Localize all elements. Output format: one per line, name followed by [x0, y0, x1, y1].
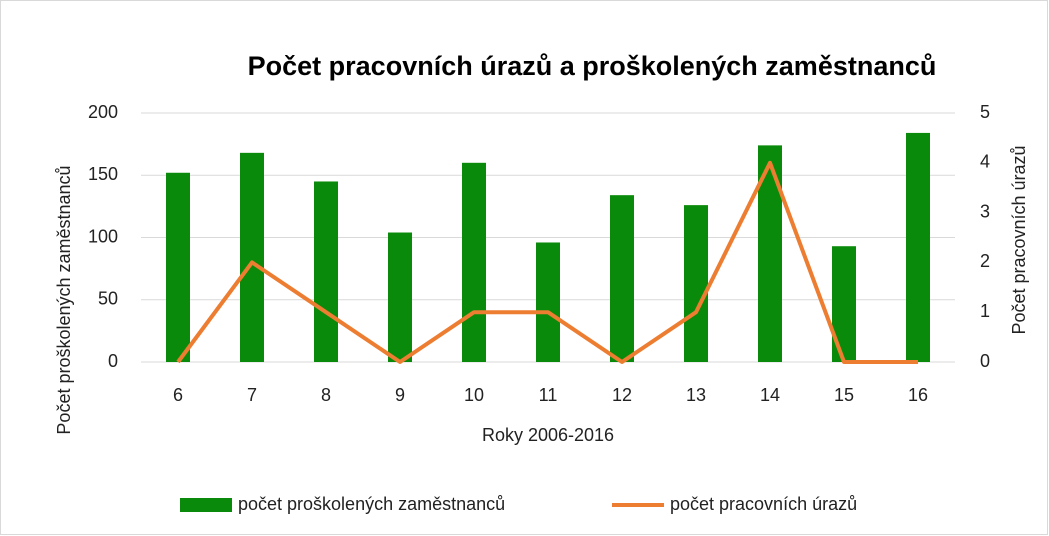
y-axis-label: Počet proškolených zaměstnanců — [54, 165, 74, 434]
y2-tick-label: 0 — [980, 351, 990, 371]
bar — [462, 162, 486, 362]
bar — [610, 195, 634, 362]
x-tick-label: 13 — [686, 385, 706, 405]
y-tick-label: 50 — [98, 289, 118, 309]
bar — [314, 181, 338, 362]
x-axis-label: Roky 2006-2016 — [482, 425, 614, 445]
y2-axis-label: Počet pracovních úrazů — [1009, 145, 1029, 334]
y2-tick-label: 4 — [980, 152, 990, 172]
y2-tick-label: 2 — [980, 251, 990, 271]
x-tick-label: 9 — [395, 385, 405, 405]
x-tick-label: 7 — [247, 385, 257, 405]
x-tick-label: 10 — [464, 385, 484, 405]
legend-swatch — [180, 498, 232, 512]
chart-title: Počet pracovních úrazů a proškolených za… — [248, 51, 937, 81]
legend-label: počet pracovních úrazů — [670, 494, 857, 514]
y2-tick-label: 3 — [980, 201, 990, 221]
x-tick-label: 6 — [173, 385, 183, 405]
legend-label: počet proškolených zaměstnanců — [238, 494, 505, 514]
bar — [906, 132, 930, 362]
x-tick-label: 11 — [539, 385, 558, 405]
line — [176, 160, 918, 364]
x-tick-label: 12 — [612, 385, 632, 405]
bar — [536, 242, 560, 362]
x-tick-label: 16 — [908, 385, 928, 405]
bar — [388, 232, 412, 362]
y-tick-label: 0 — [108, 351, 118, 371]
y2-tick-label: 5 — [980, 102, 990, 122]
bar — [240, 152, 264, 362]
y-tick-label: 200 — [88, 102, 118, 122]
bar — [166, 172, 190, 362]
x-tick-label: 8 — [321, 385, 331, 405]
bar — [684, 205, 708, 362]
x-tick-label: 14 — [760, 385, 780, 405]
y-tick-label: 100 — [88, 226, 118, 246]
y2-tick-label: 1 — [980, 301, 990, 321]
y-tick-label: 150 — [88, 164, 118, 184]
x-tick-label: 15 — [834, 385, 854, 405]
